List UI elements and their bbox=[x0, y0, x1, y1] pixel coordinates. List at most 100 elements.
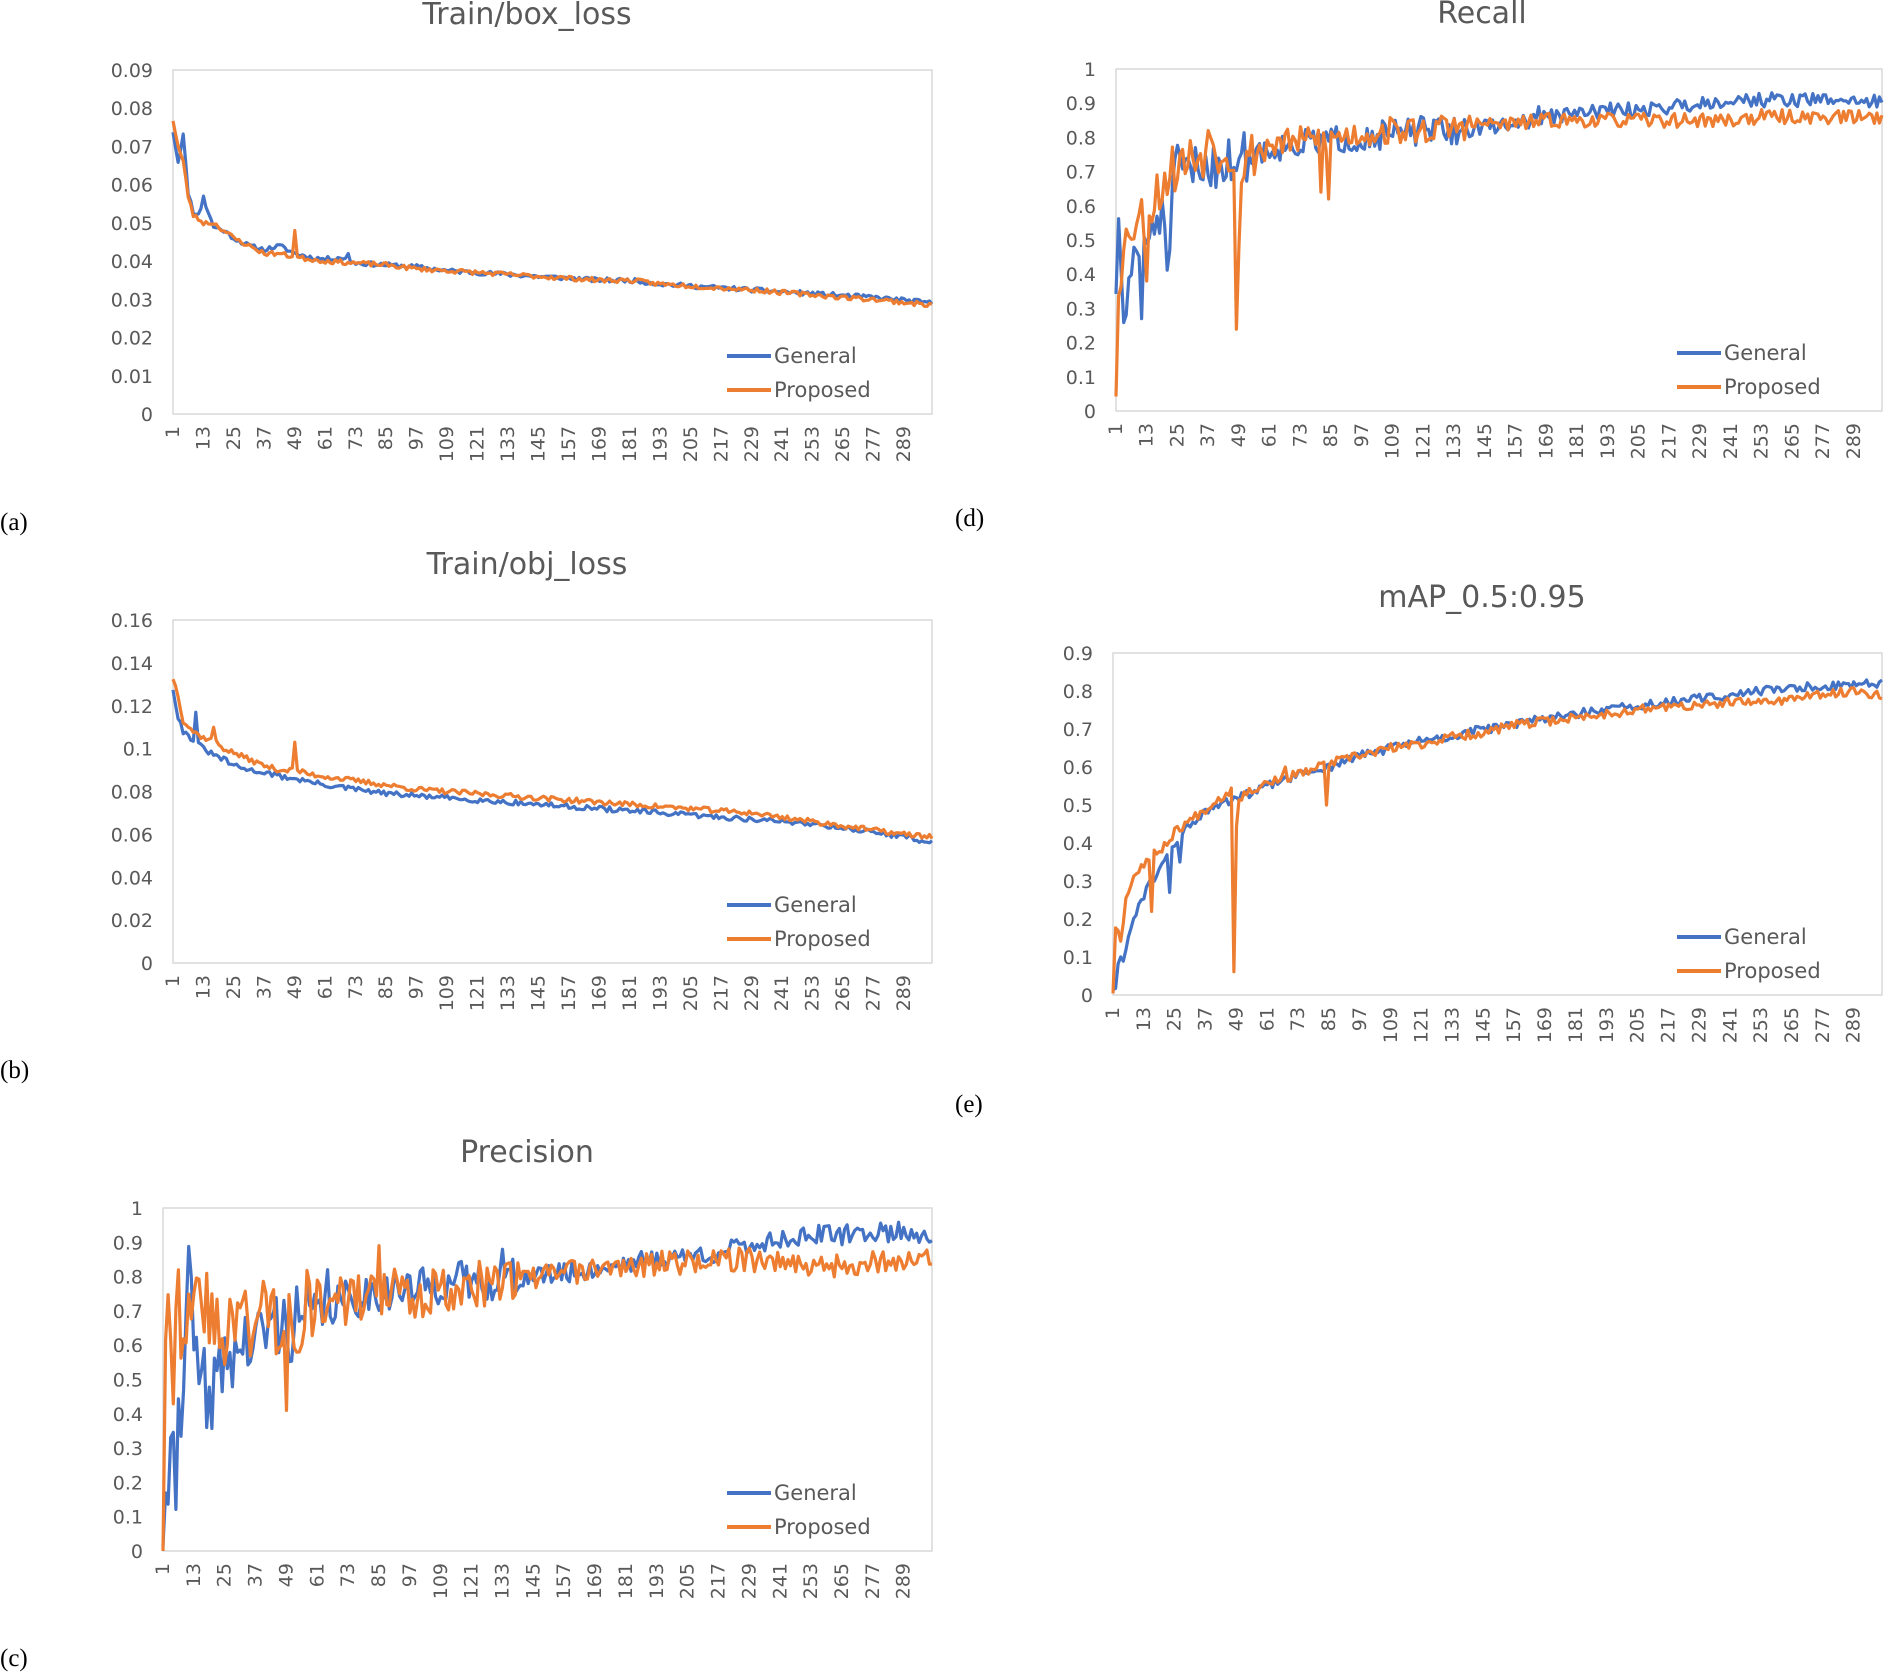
y-tick-label: 0.1 bbox=[113, 1507, 143, 1529]
x-tick-label: 85 bbox=[1318, 1007, 1340, 1031]
x-tick-label: 217 bbox=[708, 1563, 730, 1599]
x-tick-label: 25 bbox=[223, 426, 245, 450]
x-tick-label: 217 bbox=[710, 426, 732, 462]
x-tick-label: 121 bbox=[461, 1563, 483, 1599]
x-tick-label: 265 bbox=[832, 426, 854, 462]
panel-label: (d) bbox=[955, 505, 984, 532]
x-tick-label: 181 bbox=[1566, 423, 1588, 459]
x-tick-label: 37 bbox=[1197, 423, 1219, 447]
x-tick-label: 253 bbox=[802, 975, 824, 1011]
chart-title: Precision bbox=[460, 1135, 594, 1170]
x-tick-label: 253 bbox=[802, 426, 824, 462]
y-tick-label: 0 bbox=[1081, 985, 1093, 1007]
x-tick-label: 181 bbox=[1565, 1007, 1587, 1043]
x-tick-label: 157 bbox=[1503, 1007, 1525, 1043]
x-tick-label: 241 bbox=[771, 975, 793, 1011]
x-tick-label: 97 bbox=[406, 975, 428, 999]
y-tick-label: 0.6 bbox=[1063, 757, 1093, 779]
legend-label-proposed: Proposed bbox=[774, 927, 871, 951]
chart-title: Train/box_loss bbox=[421, 0, 631, 32]
y-tick-label: 0.5 bbox=[113, 1370, 143, 1392]
plot-area bbox=[172, 619, 933, 964]
x-tick-label: 13 bbox=[1133, 1007, 1155, 1031]
x-tick-label: 265 bbox=[1781, 1007, 1803, 1043]
panel-label: (b) bbox=[0, 1057, 29, 1084]
y-tick-label: 0.4 bbox=[1066, 264, 1096, 286]
x-tick-label: 73 bbox=[1289, 423, 1311, 447]
x-tick-label: 13 bbox=[183, 1563, 205, 1587]
x-tick-label: 205 bbox=[680, 975, 702, 1011]
x-tick-label: 97 bbox=[1351, 423, 1373, 447]
y-tick-label: 0.2 bbox=[1063, 909, 1093, 931]
x-tick-label: 157 bbox=[558, 426, 580, 462]
x-tick-label: 121 bbox=[1411, 1007, 1433, 1043]
y-tick-label: 0.05 bbox=[111, 213, 153, 235]
y-tick-label: 0.1 bbox=[1066, 367, 1096, 389]
chart-train-obj-loss: Train/obj_loss 0 0.02 0.04 0.06 0.08 0.1 0.12 0.… bbox=[0, 547, 934, 1084]
x-tick-label: 253 bbox=[800, 1563, 822, 1599]
y-tick-label: 0.4 bbox=[113, 1404, 143, 1426]
legend-label-general: General bbox=[774, 344, 857, 368]
x-tick-label: 193 bbox=[646, 1563, 668, 1599]
x-tick-label: 217 bbox=[1658, 1007, 1680, 1043]
x-tick-label: 289 bbox=[893, 1563, 915, 1599]
y-tick-label: 0.14 bbox=[111, 653, 153, 675]
series-line-proposed bbox=[171, 678, 934, 840]
x-tick-label: 265 bbox=[831, 1563, 853, 1599]
y-tick-label: 0.12 bbox=[111, 696, 153, 718]
y-tick-label: 0.04 bbox=[111, 251, 153, 273]
x-tick-label: 169 bbox=[1535, 423, 1557, 459]
x-tick-label: 205 bbox=[1628, 423, 1650, 459]
x-tick-label: 1 bbox=[162, 975, 184, 987]
y-tick-label: 0.04 bbox=[111, 867, 153, 889]
x-tick-label: 1 bbox=[152, 1563, 174, 1575]
chart-title: Train/obj_loss bbox=[426, 547, 628, 582]
x-tick-label: 13 bbox=[1136, 423, 1158, 447]
x-tick-label: 109 bbox=[1380, 1007, 1402, 1043]
x-tick-label: 73 bbox=[345, 975, 367, 999]
x-tick-label: 181 bbox=[615, 1563, 637, 1599]
x-tick-label: 97 bbox=[399, 1563, 421, 1587]
y-tick-label: 0.06 bbox=[111, 175, 153, 197]
x-tick-label: 61 bbox=[314, 975, 336, 999]
y-tick-label: 0.06 bbox=[111, 824, 153, 846]
legend-label-proposed: Proposed bbox=[1724, 959, 1821, 983]
y-tick-label: 0.5 bbox=[1066, 230, 1096, 252]
x-tick-label: 157 bbox=[1505, 423, 1527, 459]
y-tick-label: 0.5 bbox=[1063, 795, 1093, 817]
y-tick-label: 1 bbox=[1084, 59, 1096, 81]
y-tick-label: 0.1 bbox=[123, 739, 153, 761]
x-tick-label: 253 bbox=[1751, 423, 1773, 459]
x-tick-label: 277 bbox=[1812, 423, 1834, 459]
x-tick-label: 229 bbox=[741, 426, 763, 462]
x-tick-label: 193 bbox=[649, 975, 671, 1011]
y-tick-label: 0.8 bbox=[1063, 681, 1093, 703]
y-tick-label: 0.7 bbox=[1066, 162, 1096, 184]
x-tick-label: 133 bbox=[497, 426, 519, 462]
y-tick-label: 0.16 bbox=[111, 610, 153, 632]
x-tick-label: 85 bbox=[375, 975, 397, 999]
x-tick-label: 169 bbox=[588, 975, 610, 1011]
x-tick-label: 229 bbox=[738, 1563, 760, 1599]
x-tick-label: 37 bbox=[245, 1563, 267, 1587]
x-tick-label: 85 bbox=[368, 1563, 390, 1587]
plot-area bbox=[162, 1207, 933, 1552]
x-tick-label: 13 bbox=[192, 426, 214, 450]
x-tick-label: 205 bbox=[677, 1563, 699, 1599]
x-tick-label: 205 bbox=[680, 426, 702, 462]
x-tick-label: 133 bbox=[497, 975, 519, 1011]
x-tick-label: 25 bbox=[214, 1563, 236, 1587]
y-tick-label: 1 bbox=[131, 1198, 143, 1220]
x-tick-label: 1 bbox=[1102, 1007, 1124, 1019]
x-tick-label: 145 bbox=[528, 975, 550, 1011]
x-tick-label: 49 bbox=[284, 975, 306, 999]
y-tick-label: 0.8 bbox=[113, 1267, 143, 1289]
y-tick-label: 0.7 bbox=[113, 1301, 143, 1323]
legend-label-general: General bbox=[1724, 341, 1807, 365]
x-tick-label: 97 bbox=[1349, 1007, 1371, 1031]
x-tick-label: 145 bbox=[528, 426, 550, 462]
x-tick-label: 289 bbox=[893, 975, 915, 1011]
x-tick-label: 229 bbox=[1689, 423, 1711, 459]
y-tick-label: 0.9 bbox=[113, 1232, 143, 1254]
chart-train-box-loss: Train/box_loss 0 0.01 0.02 0.03 0.04 0.05 0.06 0… bbox=[0, 0, 934, 536]
